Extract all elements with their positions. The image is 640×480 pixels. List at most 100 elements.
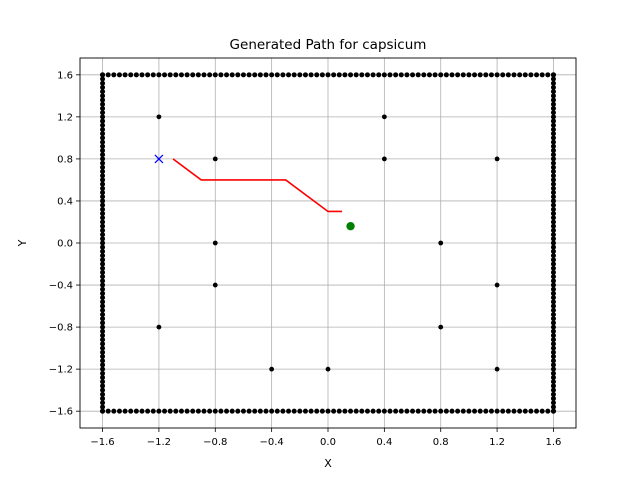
boundary-point: [550, 152, 556, 158]
boundary-point: [550, 396, 556, 402]
boundary-point: [550, 89, 556, 95]
boundary-point: [443, 72, 449, 78]
boundary-point: [252, 408, 258, 414]
boundary-point: [550, 143, 556, 149]
boundary-point: [550, 379, 556, 385]
boundary-point: [116, 408, 122, 414]
boundary-point: [505, 408, 511, 414]
start-marker: [154, 154, 164, 164]
boundary-point: [128, 408, 134, 414]
obstacle-point: [494, 282, 500, 288]
boundary-point: [190, 408, 196, 414]
boundary-point: [376, 72, 382, 78]
x-tick-label: 0.0: [320, 437, 336, 448]
boundary-point: [410, 72, 416, 78]
boundary-point: [472, 72, 478, 78]
boundary-point: [111, 72, 117, 78]
boundary-point: [432, 72, 438, 78]
boundary-point: [100, 122, 106, 128]
boundary-point: [100, 320, 106, 326]
boundary-point: [500, 72, 506, 78]
boundary-point: [100, 316, 106, 322]
boundary-point: [257, 408, 263, 414]
boundary-point: [105, 72, 111, 78]
boundary-point: [212, 72, 218, 78]
boundary-point: [100, 303, 106, 309]
y-tick-label: −1.6: [49, 407, 73, 418]
boundary-point: [550, 316, 556, 322]
boundary-point: [460, 72, 466, 78]
boundary-point: [100, 169, 106, 175]
boundary-point: [269, 408, 275, 414]
boundary-point: [246, 72, 252, 78]
boundary-point: [269, 72, 275, 78]
boundary-point: [539, 408, 545, 414]
boundary-point: [156, 72, 162, 78]
boundary-point: [218, 408, 224, 414]
boundary-point: [415, 72, 421, 78]
boundary-point: [550, 190, 556, 196]
boundary-point: [550, 219, 556, 225]
chart-title: Generated Path for capsicum: [230, 37, 427, 53]
boundary-point: [539, 72, 545, 78]
boundary-point: [550, 72, 556, 78]
boundary-point: [100, 257, 106, 263]
boundary-point: [550, 295, 556, 301]
boundary-point: [387, 72, 393, 78]
boundary-point: [100, 408, 106, 414]
boundary-point: [550, 290, 556, 296]
y-axis-ticks: −1.6 −1.2 −0.8 −0.4 0.0 0.4 0.8 1.2 1.6: [49, 70, 80, 418]
boundary-point: [545, 72, 551, 78]
boundary-point: [370, 408, 376, 414]
boundary-point: [550, 177, 556, 183]
y-tick-label: 1.6: [57, 70, 73, 81]
boundary-point: [100, 143, 106, 149]
boundary-point: [472, 408, 478, 414]
boundary-point: [133, 408, 139, 414]
boundary-point: [100, 215, 106, 221]
boundary-point: [100, 223, 106, 229]
boundary-point: [100, 190, 106, 196]
boundary-point: [100, 253, 106, 259]
boundary-point: [550, 181, 556, 187]
boundary-point: [426, 408, 432, 414]
boundary-point: [494, 408, 500, 414]
boundary-point: [550, 354, 556, 360]
boundary-point: [274, 408, 280, 414]
boundary-point: [111, 408, 117, 414]
boundary-point: [100, 80, 106, 86]
x-tick-label: 1.6: [546, 437, 562, 448]
boundary-point: [100, 404, 106, 410]
boundary-point: [218, 72, 224, 78]
y-tick-label: 1.2: [57, 112, 73, 123]
boundary-point: [528, 408, 534, 414]
boundary-point: [100, 202, 106, 208]
boundary-point: [100, 278, 106, 284]
boundary-point: [173, 72, 179, 78]
boundary-point: [393, 72, 399, 78]
obstacle-point: [494, 156, 500, 162]
boundary-point: [100, 211, 106, 217]
boundary-point: [550, 299, 556, 305]
x-tick-label: −0.8: [203, 437, 227, 448]
boundary-point: [100, 89, 106, 95]
boundary-point: [550, 311, 556, 317]
boundary-point: [550, 408, 556, 414]
boundary-point: [550, 223, 556, 229]
boundary-point: [100, 244, 106, 250]
boundary-point: [100, 400, 106, 406]
boundary-point: [100, 152, 106, 158]
boundary-point: [178, 72, 184, 78]
boundary-point: [139, 72, 145, 78]
boundary-point: [100, 181, 106, 187]
boundary-point: [421, 408, 427, 414]
boundary-point: [511, 408, 517, 414]
boundary-point: [550, 80, 556, 86]
boundary-point: [224, 408, 230, 414]
boundary-point: [550, 211, 556, 217]
boundary-point: [550, 269, 556, 275]
boundary-point: [353, 72, 359, 78]
boundary-point: [100, 240, 106, 246]
boundary-point: [224, 72, 230, 78]
boundary-point: [308, 408, 314, 414]
